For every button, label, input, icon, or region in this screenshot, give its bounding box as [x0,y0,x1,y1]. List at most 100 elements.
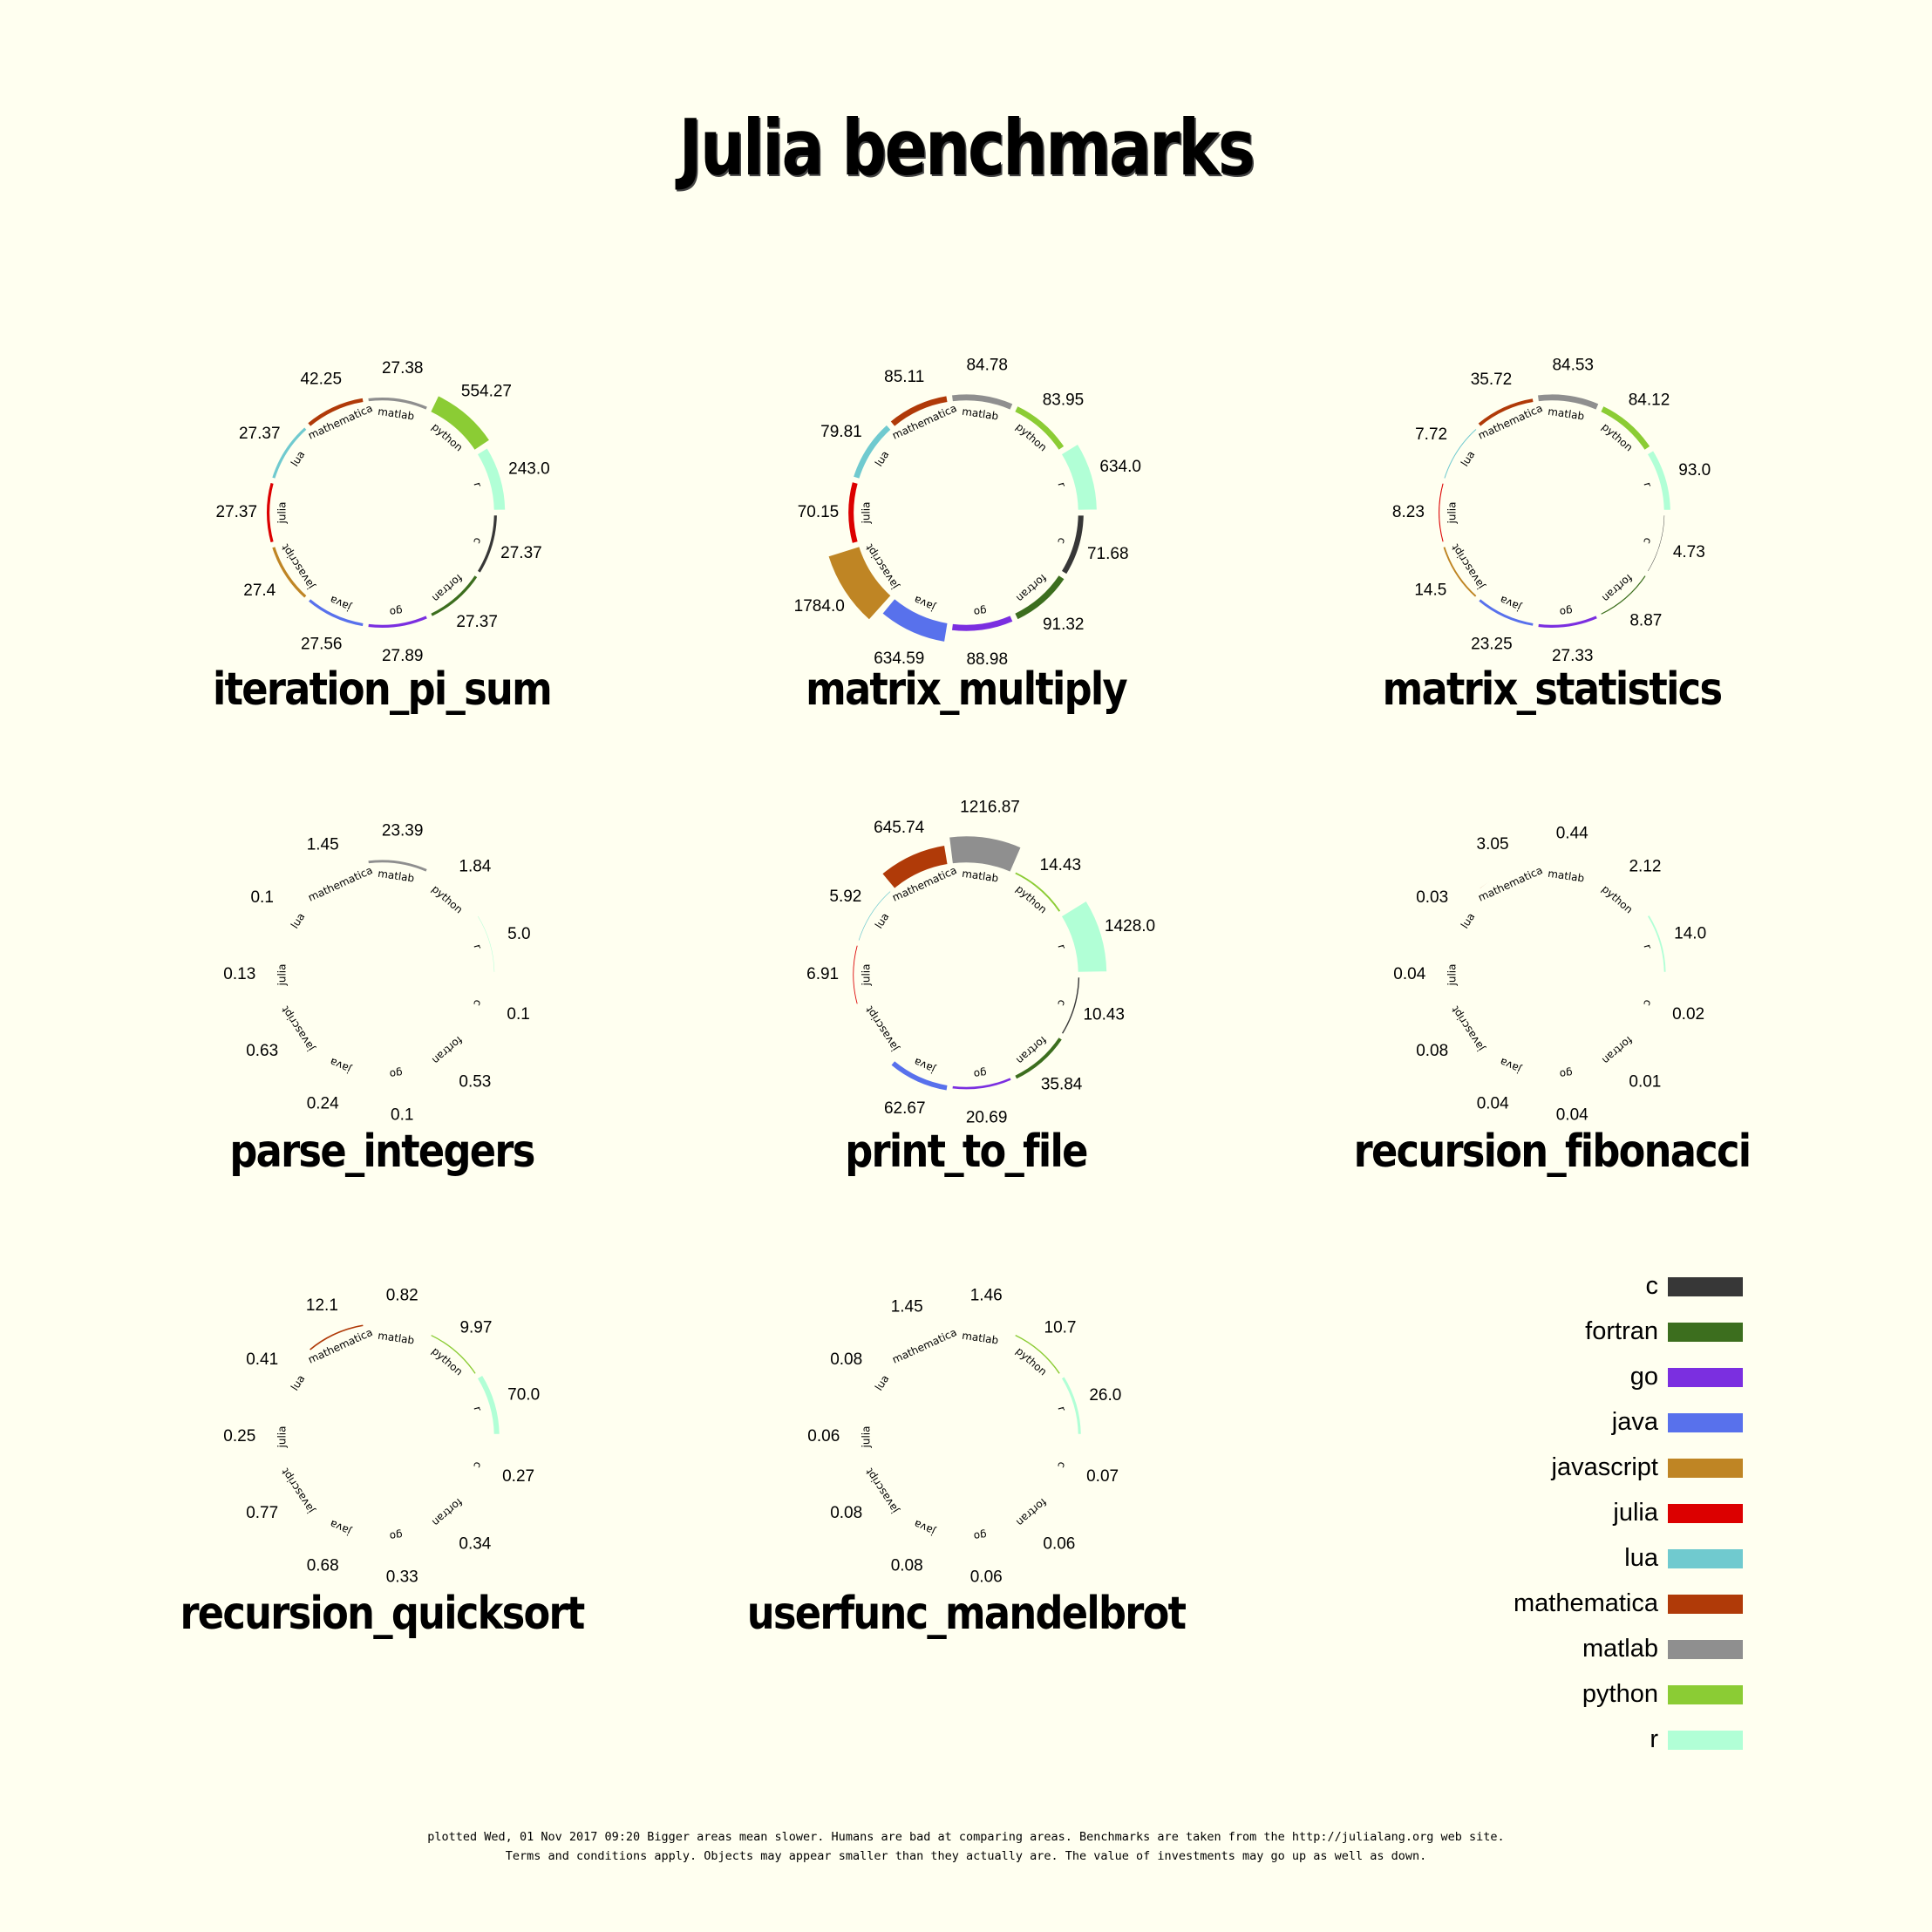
bar-fortran [1599,574,1648,616]
bar-r [1645,449,1672,512]
bar-matlab [367,1323,428,1336]
bar-javascript [270,545,309,600]
legend-swatch [1668,1368,1743,1387]
legend-item-javascript: javascript [1482,1450,1761,1485]
legend-label: lua [1624,1544,1658,1572]
bar-julia [851,943,860,1006]
value-label-lua: 0.03 [1416,888,1448,907]
lang-label-javascript: javascript [863,1003,901,1054]
bar-matlab [1536,392,1601,412]
lang-label-c: c [471,1460,484,1469]
value-label-r: 93.0 [1678,461,1711,480]
value-label-java: 0.04 [1477,1094,1509,1112]
lang-label-c: c [1055,998,1068,1007]
legend-swatch [1668,1504,1743,1523]
legend-swatch [1668,1413,1743,1432]
value-label-lua: 0.1 [250,888,273,907]
lang-label-julia: julia [276,502,289,525]
bar-lua [1442,426,1479,480]
bar-r [1059,442,1099,512]
value-label-mathematica: 35.72 [1471,371,1513,389]
legend: c fortran go java javascript julia lua mathemat… [1482,1269,1761,1765]
lang-label-julia: julia [861,964,873,987]
lang-label-c: c [471,536,484,545]
value-label-mathematica: 85.11 [884,368,924,386]
value-label-r: 14.0 [1674,924,1706,942]
value-label-r: 1428.0 [1105,917,1155,935]
value-label-java: 0.68 [307,1556,339,1575]
legend-swatch [1668,1731,1743,1750]
legend-label: mathematica [1513,1589,1658,1617]
bar-julia [269,1406,276,1467]
lang-label-python: python [1014,1344,1050,1378]
chart-iteration-pi-sum: c27.37fortran27.37go27.89java27.56javasc… [213,359,553,716]
lang-label-lua: lua [289,449,308,469]
legend-label: javascript [1551,1453,1659,1481]
lang-label-matlab: matlab [961,867,999,885]
bar-lua [1443,889,1479,942]
chart-recursion-quicksort: c0.27fortran0.34go0.33java0.68javascript… [180,1286,586,1639]
legend-label: java [1611,1408,1658,1436]
legend-swatch [1668,1459,1743,1478]
legend-item-matlab: matlab [1482,1631,1761,1666]
bar-python [1599,872,1647,914]
legend-swatch [1668,1277,1743,1296]
bar-matlab [948,834,1023,874]
value-label-python: 83.95 [1043,391,1085,409]
lang-label-go: go [389,1066,404,1080]
bar-lua [273,889,309,942]
value-label-c: 0.07 [1086,1467,1119,1486]
bar-mathematica [881,844,949,890]
bar-mathematica [893,1324,949,1352]
bar-javascript [857,1469,893,1522]
bar-java [1479,1059,1535,1087]
lang-label-matlab: matlab [377,867,415,885]
legend-label: r [1650,1725,1658,1753]
bar-fortran [1013,1036,1064,1081]
bar-c [475,1438,495,1497]
bar-go [950,614,1015,633]
value-label-go: 0.06 [970,1568,1003,1587]
lang-label-lua: lua [873,911,892,931]
bar-python [1013,405,1066,452]
lang-label-julia: julia [861,502,873,525]
value-label-julia: 0.04 [1393,965,1425,983]
lang-label-matlab: matlab [1547,405,1585,423]
bar-matlab [366,858,429,874]
lang-label-julia: julia [1446,502,1459,525]
bar-java [881,597,949,643]
bar-java [889,1059,949,1092]
lang-label-fortran: fortran [1600,572,1635,605]
chart-matrix-statistics: c4.73fortran8.87go27.33java23.25javascri… [1383,356,1723,715]
lang-label-c: c [1055,1460,1068,1469]
value-label-c: 4.73 [1673,543,1705,561]
lang-label-java: java [1498,1056,1524,1077]
lang-label-matlab: matlab [961,405,999,423]
value-label-julia: 0.06 [807,1427,840,1446]
value-label-c: 0.1 [507,1005,529,1024]
bar-r [475,914,496,974]
lang-label-go: go [389,1528,404,1542]
bar-r [1645,914,1668,974]
bar-fortran [1013,1498,1061,1540]
bar-go [1536,614,1599,629]
value-label-julia: 70.15 [798,503,840,521]
bar-matlab [950,392,1015,412]
bar-python [1013,870,1063,914]
value-label-fortran: 35.84 [1041,1076,1083,1094]
lang-label-julia: julia [276,1426,289,1449]
value-label-fortran: 0.01 [1629,1072,1661,1091]
bar-lua [273,1351,309,1405]
value-label-julia: 8.23 [1392,503,1425,521]
lang-label-fortran: fortran [430,1496,465,1529]
value-label-c: 27.37 [500,544,542,562]
legend-item-julia: julia [1482,1495,1761,1530]
value-label-julia: 27.37 [216,503,258,521]
lang-label-r: r [1641,942,1654,950]
bar-fortran [429,1498,477,1540]
value-label-go: 0.33 [386,1568,418,1587]
lang-label-julia: julia [1446,964,1459,987]
legend-item-java: java [1482,1405,1761,1439]
lang-label-r: r [1055,1405,1068,1412]
bar-lua [857,1351,893,1405]
